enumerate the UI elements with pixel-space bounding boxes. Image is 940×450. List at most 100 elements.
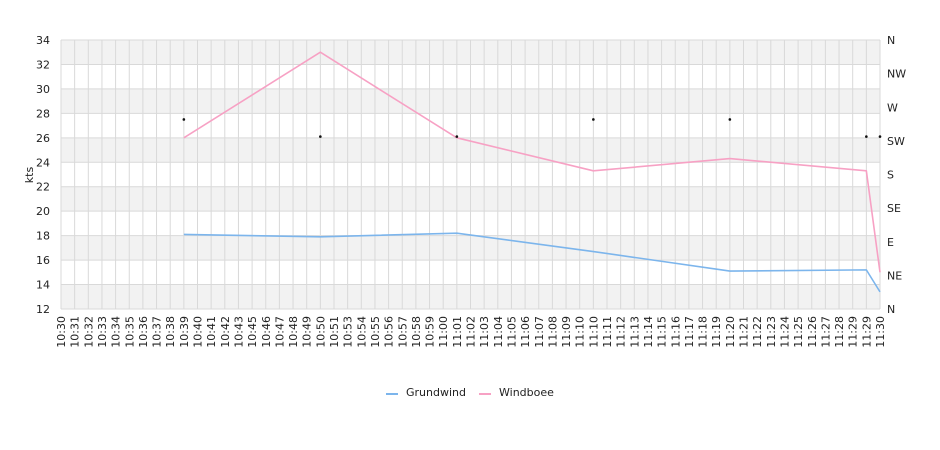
x-tick-label: 11:29: [860, 316, 873, 348]
x-tick-label: 11:29: [847, 316, 860, 348]
y-tick-label: 14: [36, 279, 50, 292]
x-tick-label: 11:11: [601, 316, 614, 348]
y2-axis-ticks: N NW W SW S SE E NE N: [887, 34, 906, 316]
x-tick-label: 11:21: [738, 316, 751, 348]
x-tick-label: 11:10: [574, 316, 587, 348]
direction-marker: [182, 118, 186, 121]
x-tick-label: 11:07: [533, 316, 546, 348]
x-tick-label: 11:03: [478, 316, 491, 348]
x-tick-label: 11:15: [656, 316, 669, 348]
legend-item-windboee[interactable]: Windboee: [479, 386, 554, 399]
y-tick-label: 16: [36, 254, 50, 267]
x-tick-label: 10:46: [260, 316, 273, 348]
x-tick-label: 10:53: [342, 316, 355, 348]
x-tick-label: 10:43: [232, 316, 245, 348]
y-tick-label: 22: [36, 181, 50, 194]
y-tick-label: 34: [36, 34, 50, 47]
x-tick-label: 11:27: [819, 316, 832, 348]
direction-marker: [865, 135, 868, 138]
horizontal-gridlines: [61, 39, 880, 310]
x-tick-label: 11:06: [519, 316, 532, 348]
x-tick-label: 10:30: [55, 316, 68, 348]
series-line-grundwind: [183, 232, 881, 293]
legend-label-grundwind: Grundwind: [406, 386, 466, 399]
x-tick-label: 11:24: [778, 316, 791, 348]
x-tick-label: 10:41: [205, 316, 218, 348]
x-tick-label: 10:54: [355, 316, 368, 348]
x-tick-label: 10:34: [110, 316, 123, 348]
x-tick-label: 11:00: [437, 316, 450, 348]
legend-label-windboee: Windboee: [499, 386, 554, 399]
x-tick-label: 10:56: [383, 316, 396, 348]
x-tick-label: 11:16: [669, 316, 682, 348]
x-tick-label: 10:38: [164, 316, 177, 348]
x-tick-label: 11:23: [765, 316, 778, 348]
x-tick-label: 10:37: [151, 316, 164, 348]
y2-tick-label: N: [887, 303, 895, 316]
y2-tick-label: N: [887, 34, 895, 47]
x-tick-label: 10:35: [123, 316, 136, 348]
x-axis-ticks: 10:30 10:31 10:32 10:33 10:34 10:35 10:36 10:37…: [55, 316, 887, 348]
vertical-gridlines: [60, 40, 881, 309]
direction-marker: [319, 135, 322, 138]
x-tick-label: 10:59: [424, 316, 437, 348]
direction-marker: [878, 135, 882, 138]
x-tick-label: 11:14: [642, 316, 655, 348]
x-tick-label: 11:13: [628, 316, 641, 348]
x-tick-label: 11:22: [751, 316, 764, 348]
y-tick-label: 18: [36, 230, 50, 243]
x-tick-label: 11:20: [724, 316, 737, 348]
x-tick-label: 11:02: [465, 316, 478, 348]
y-axis-label: kts: [23, 167, 36, 184]
x-tick-label: 11:30: [874, 316, 887, 348]
x-tick-label: 11:18: [697, 316, 710, 348]
y2-tick-label: SW: [887, 135, 905, 148]
x-tick-label: 11:28: [833, 316, 846, 348]
x-tick-label: 11:01: [451, 316, 464, 348]
x-tick-label: 11:05: [505, 316, 518, 348]
series-lines: [183, 51, 881, 293]
direction-markers: [182, 118, 882, 138]
y-tick-label: 12: [36, 303, 50, 316]
x-tick-label: 10:32: [82, 316, 95, 348]
y-tick-label: 32: [36, 58, 50, 71]
x-tick-label: 10:50: [314, 316, 327, 348]
y-tick-label: 24: [36, 156, 50, 169]
x-tick-label: 10:51: [328, 316, 341, 348]
x-tick-label: 10:40: [192, 316, 205, 348]
x-tick-label: 11:19: [710, 316, 723, 348]
legend-item-grundwind[interactable]: Grundwind: [386, 386, 466, 399]
y2-tick-label: NW: [887, 68, 906, 81]
x-tick-label: 10:48: [287, 316, 300, 348]
x-tick-label: 10:39: [178, 316, 191, 348]
x-tick-label: 10:33: [96, 316, 109, 348]
y2-tick-label: E: [887, 236, 894, 249]
x-tick-label: 10:31: [69, 316, 82, 348]
y-tick-label: 20: [36, 205, 50, 218]
x-tick-label: 11:04: [492, 316, 505, 348]
x-tick-label: 11:10: [587, 316, 600, 348]
x-tick-label: 11:08: [546, 316, 559, 348]
x-tick-label: 11:17: [683, 316, 696, 348]
y2-tick-label: S: [887, 169, 894, 182]
y-tick-label: 28: [36, 107, 50, 120]
direction-marker: [592, 118, 595, 121]
series-line-windboee: [183, 51, 881, 273]
x-tick-label: 11:25: [792, 316, 805, 348]
x-tick-label: 10:49: [301, 316, 314, 348]
y-tick-label: 26: [36, 132, 50, 145]
x-tick-label: 10:57: [396, 316, 409, 348]
x-tick-label: 11:26: [806, 316, 819, 348]
legend: Grundwind Windboee: [386, 386, 554, 399]
x-tick-label: 10:55: [369, 316, 382, 348]
direction-marker: [455, 135, 459, 138]
y2-tick-label: NE: [887, 269, 902, 282]
x-tick-label: 10:45: [246, 316, 259, 348]
x-tick-label: 10:42: [219, 316, 232, 348]
y-axis-ticks: 12 14 16 18 20 22 24 26 28 30 32 34: [36, 34, 50, 316]
x-tick-label: 11:12: [615, 316, 628, 348]
x-tick-label: 11:09: [560, 316, 573, 348]
y2-tick-label: W: [887, 101, 898, 114]
direction-marker: [728, 118, 732, 121]
